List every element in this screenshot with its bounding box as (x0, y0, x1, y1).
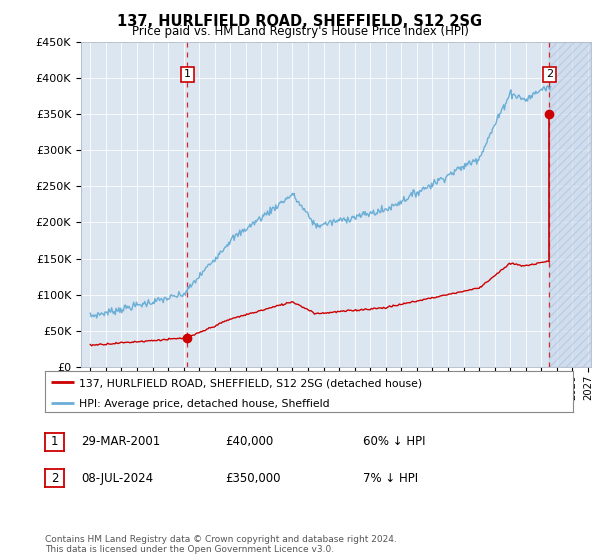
Text: 7% ↓ HPI: 7% ↓ HPI (363, 472, 418, 485)
Text: Contains HM Land Registry data © Crown copyright and database right 2024.
This d: Contains HM Land Registry data © Crown c… (45, 535, 397, 554)
Text: 137, HURLFIELD ROAD, SHEFFIELD, S12 2SG (detached house): 137, HURLFIELD ROAD, SHEFFIELD, S12 2SG … (79, 379, 422, 389)
Text: HPI: Average price, detached house, Sheffield: HPI: Average price, detached house, Shef… (79, 399, 330, 409)
Text: 2: 2 (546, 69, 553, 80)
Bar (550, 42, 591, 367)
Text: 60% ↓ HPI: 60% ↓ HPI (363, 435, 425, 449)
Text: £350,000: £350,000 (225, 472, 281, 485)
Text: 29-MAR-2001: 29-MAR-2001 (81, 435, 160, 449)
Text: Price paid vs. HM Land Registry's House Price Index (HPI): Price paid vs. HM Land Registry's House … (131, 25, 469, 38)
Text: 1: 1 (51, 435, 58, 449)
Text: £40,000: £40,000 (225, 435, 273, 449)
Text: 2: 2 (51, 472, 58, 485)
Text: 137, HURLFIELD ROAD, SHEFFIELD, S12 2SG: 137, HURLFIELD ROAD, SHEFFIELD, S12 2SG (118, 14, 482, 29)
Text: 08-JUL-2024: 08-JUL-2024 (81, 472, 153, 485)
Text: 1: 1 (184, 69, 191, 80)
